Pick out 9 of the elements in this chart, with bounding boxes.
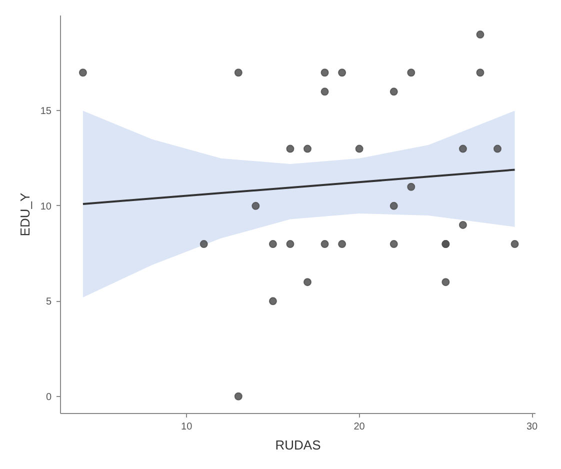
y-tick-label: 15: [40, 106, 52, 118]
x-tick-label: 30: [526, 422, 538, 432]
x-axis-title: RUDAS: [275, 438, 322, 452]
y-tick-label: 5: [46, 296, 52, 308]
y-tick-label: 10: [40, 201, 52, 212]
x-tick-label: 20: [354, 422, 366, 432]
x-tick-label: 10: [181, 422, 193, 432]
y-tick-label: 0: [46, 392, 52, 403]
y-axis-title: EDU_Y: [17, 192, 32, 236]
